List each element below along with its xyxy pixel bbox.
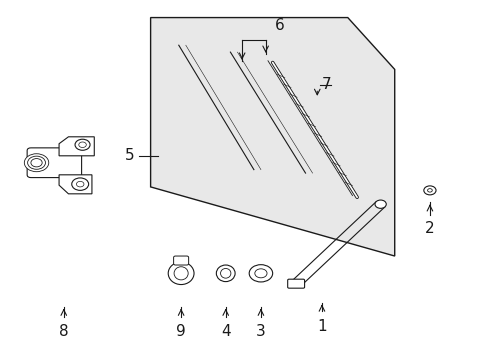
- Text: 2: 2: [424, 221, 434, 237]
- Ellipse shape: [174, 267, 188, 280]
- Circle shape: [254, 269, 266, 278]
- Text: 1: 1: [317, 319, 326, 334]
- Text: 8: 8: [59, 324, 68, 339]
- Polygon shape: [150, 18, 394, 256]
- Ellipse shape: [216, 265, 235, 282]
- Ellipse shape: [168, 262, 194, 284]
- Circle shape: [79, 142, 86, 148]
- Circle shape: [24, 154, 49, 172]
- Polygon shape: [59, 137, 94, 156]
- FancyBboxPatch shape: [27, 148, 81, 177]
- Text: 3: 3: [256, 324, 265, 339]
- Circle shape: [423, 186, 435, 195]
- Text: 4: 4: [221, 324, 230, 339]
- Polygon shape: [59, 175, 92, 194]
- Circle shape: [427, 189, 431, 192]
- Text: 6: 6: [274, 18, 284, 33]
- FancyBboxPatch shape: [173, 256, 188, 265]
- Text: 7: 7: [321, 77, 331, 93]
- Circle shape: [75, 139, 90, 150]
- Circle shape: [76, 181, 84, 187]
- Circle shape: [72, 178, 88, 190]
- Ellipse shape: [220, 269, 230, 278]
- Text: 5: 5: [124, 148, 134, 163]
- FancyBboxPatch shape: [287, 279, 304, 288]
- Circle shape: [374, 200, 386, 208]
- Circle shape: [249, 265, 272, 282]
- Text: 9: 9: [176, 324, 185, 339]
